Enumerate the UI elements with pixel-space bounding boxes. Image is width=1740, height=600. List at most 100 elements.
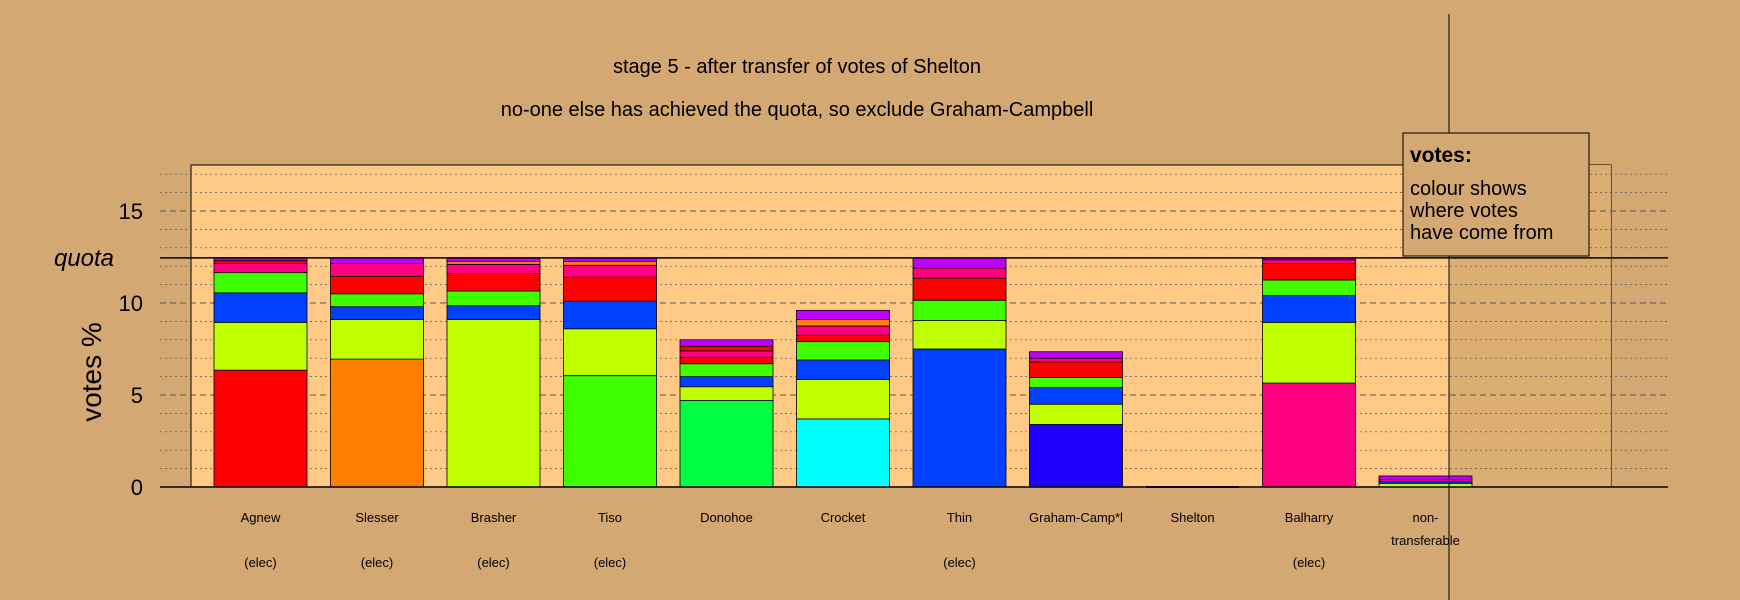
- legend-box: votes: colour shows where votes have com…: [1403, 133, 1589, 256]
- bar-segment: [797, 335, 890, 341]
- bar-brasher: [447, 258, 540, 487]
- bar-slesser: [331, 258, 424, 487]
- bar-segment: [214, 261, 307, 264]
- bar-segment: [331, 359, 424, 487]
- bar-segment: [797, 419, 890, 487]
- elected-status-label: (elec): [477, 555, 510, 570]
- bar-segment: [564, 329, 657, 376]
- bar-segment: [680, 357, 773, 363]
- bar-segment: [680, 340, 773, 346]
- bar-segment: [1030, 424, 1123, 487]
- bar-segment: [564, 376, 657, 487]
- bar-segment: [447, 320, 540, 487]
- y-tick-label: 15: [119, 199, 143, 224]
- bar-segment: [564, 265, 657, 277]
- x-category-label: transferable: [1391, 533, 1460, 548]
- bar-segment: [447, 291, 540, 306]
- bar-segment: [797, 342, 890, 360]
- bar-segment: [447, 274, 540, 291]
- x-category-label: Crocket: [821, 510, 866, 525]
- bar-segment: [913, 268, 1006, 278]
- bar-non-transferable: [1379, 476, 1472, 487]
- bar-segment: [214, 293, 307, 322]
- legend-line-1: colour shows: [1410, 178, 1527, 200]
- bar-segment: [680, 377, 773, 387]
- bar-segment: [797, 326, 890, 335]
- bar-segment: [1263, 296, 1356, 323]
- bar-segment: [564, 277, 657, 301]
- bar-segment: [564, 301, 657, 329]
- quota-label: quota: [54, 245, 114, 272]
- bar-segment: [1263, 260, 1356, 264]
- bar-segment: [1263, 280, 1356, 296]
- bar-crocket: [797, 310, 890, 487]
- elected-status-label: (elec): [361, 555, 394, 570]
- elected-status-label: (elec): [594, 555, 627, 570]
- y-tick-label: 10: [119, 291, 143, 316]
- bar-segment: [680, 346, 773, 351]
- legend-line-2: where votes: [1409, 200, 1518, 222]
- bar-segment: [447, 264, 540, 273]
- chart-title: stage 5 - after transfer of votes of She…: [613, 56, 981, 78]
- legend-title: votes:: [1410, 144, 1472, 167]
- bar-segment: [913, 258, 1006, 268]
- bar-segment: [1379, 476, 1472, 480]
- bar-segment: [214, 273, 307, 293]
- bar-segment: [797, 320, 890, 326]
- chart-subtitle: no-one else has achieved the quota, so e…: [501, 99, 1094, 121]
- elected-status-label: (elec): [1293, 555, 1326, 570]
- bar-segment: [331, 320, 424, 360]
- bar-segment: [214, 322, 307, 370]
- x-category-label: Thin: [947, 510, 972, 525]
- bar-segment: [1030, 362, 1123, 378]
- bar-segment: [797, 310, 890, 319]
- x-category-label: Donohoe: [700, 510, 753, 525]
- bar-thin: [913, 258, 1006, 487]
- y-axis-label: votes %: [76, 322, 107, 422]
- bar-segment: [913, 300, 1006, 320]
- bar-segment: [331, 263, 424, 276]
- x-category-label: Shelton: [1170, 510, 1214, 525]
- elected-status-label: (elec): [244, 555, 277, 570]
- bar-segment: [680, 351, 773, 357]
- bar-agnew: [214, 258, 307, 487]
- legend-line-3: have come from: [1410, 222, 1553, 244]
- bar-segment: [1263, 383, 1356, 487]
- bar-segment: [331, 258, 424, 264]
- elected-status-label: (elec): [943, 555, 976, 570]
- x-category-label: Brasher: [471, 510, 517, 525]
- bar-segment: [1030, 358, 1123, 362]
- bar-segment: [214, 263, 307, 272]
- bar-balharry: [1263, 258, 1356, 487]
- bar-segment: [214, 370, 307, 487]
- bar-segment: [680, 401, 773, 487]
- bar-segment: [331, 294, 424, 307]
- x-category-label: Tiso: [598, 510, 622, 525]
- y-tick-labels: 0 5 10 15: [119, 199, 143, 500]
- bar-segment: [1263, 263, 1356, 280]
- bar-segment: [447, 262, 540, 265]
- x-category-label: Graham-Camp*l: [1029, 510, 1123, 525]
- x-category-labels: Agnew (elec) Slesser (elec) Brasher (elec) Tis…: [241, 510, 1460, 570]
- bar-graham-camp-l: [1030, 352, 1123, 487]
- bar-segment: [331, 307, 424, 320]
- bar-segment: [680, 364, 773, 377]
- x-category-label: Agnew: [241, 510, 281, 525]
- bar-segment: [1263, 322, 1356, 383]
- bar-segment: [797, 379, 890, 419]
- bar-segment: [913, 278, 1006, 300]
- y-tick-label: 0: [131, 475, 143, 500]
- bar-segment: [797, 360, 890, 379]
- bar-segment: [1030, 388, 1123, 405]
- bar-segment: [680, 387, 773, 401]
- bar-segment: [1030, 404, 1123, 424]
- bar-segment: [913, 349, 1006, 487]
- bar-donohoe: [680, 340, 773, 487]
- y-tick-label: 5: [131, 383, 143, 408]
- bar-segment: [1030, 378, 1123, 388]
- x-category-label: non-: [1412, 510, 1438, 525]
- bar-segment: [913, 320, 1006, 349]
- x-category-label: Balharry: [1285, 510, 1334, 525]
